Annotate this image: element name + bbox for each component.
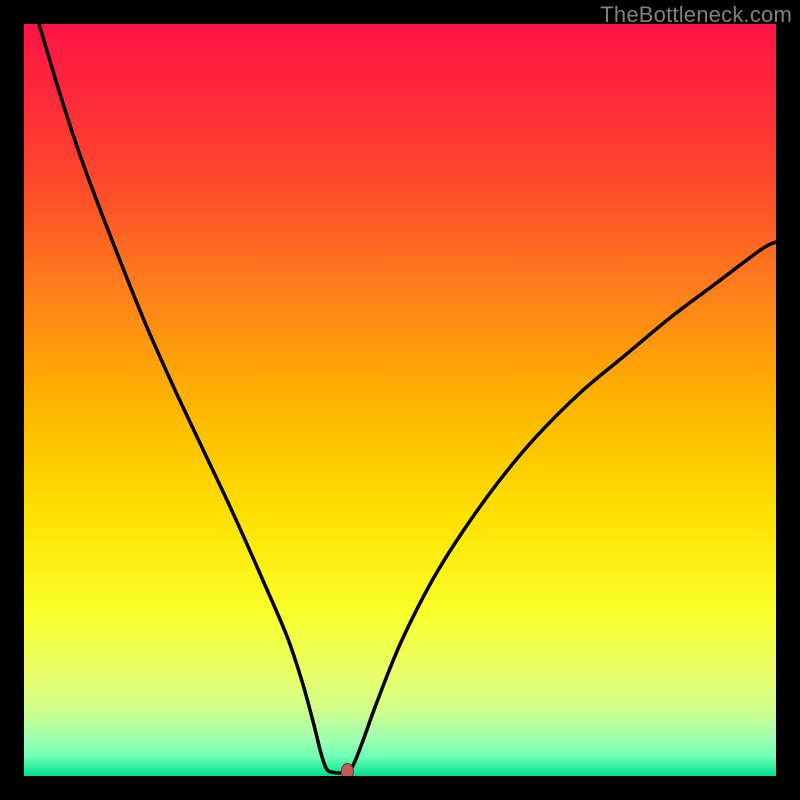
watermark-label: TheBottleneck.com bbox=[600, 2, 792, 28]
gradient-background bbox=[24, 24, 776, 776]
bottleneck-chart bbox=[0, 0, 800, 800]
plot-area bbox=[24, 24, 776, 779]
chart-container: TheBottleneck.com bbox=[0, 0, 800, 800]
